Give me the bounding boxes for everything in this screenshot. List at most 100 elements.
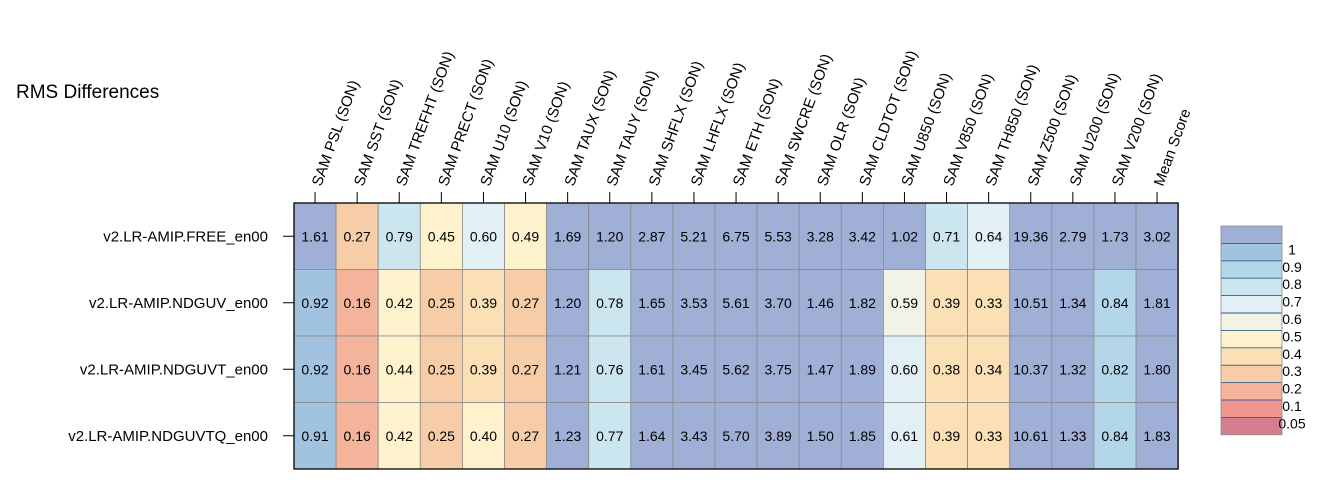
cell-value-label: 1.61 bbox=[301, 228, 328, 244]
colorbar-tick-label: 0.5 bbox=[1282, 328, 1302, 344]
heatmap-cell bbox=[756, 269, 800, 337]
heatmap-cell bbox=[756, 402, 800, 470]
heatmap-cell bbox=[630, 402, 674, 470]
row-label: v2.LR-AMIP.NDGUVT_en00 bbox=[80, 361, 268, 378]
cell-value-label: 3.42 bbox=[849, 228, 876, 244]
cell-value-label: 0.27 bbox=[512, 428, 539, 444]
heatmap-cell bbox=[588, 335, 632, 403]
heatmap-cell bbox=[335, 335, 379, 403]
heatmap-cell bbox=[840, 402, 884, 470]
heatmap-cell bbox=[798, 335, 842, 403]
cell-value-label: 5.70 bbox=[722, 428, 749, 444]
cell-value-label: 1.65 bbox=[638, 295, 665, 311]
heatmap-cell bbox=[293, 335, 337, 403]
heatmap-cell bbox=[883, 402, 926, 470]
colorbar-swatch bbox=[1221, 400, 1282, 418]
heatmap-cell bbox=[546, 202, 590, 270]
cell-value-label: 0.42 bbox=[386, 428, 413, 444]
heatmap-cell bbox=[798, 202, 842, 270]
colorbar-swatch bbox=[1221, 226, 1282, 244]
cell-value-label: 1.02 bbox=[891, 228, 918, 244]
cell-value-label: 0.27 bbox=[512, 295, 539, 311]
colorbar-tick-label: 0.7 bbox=[1282, 294, 1302, 310]
colorbar-tick-label: 0.2 bbox=[1282, 381, 1302, 397]
heatmap-cell bbox=[756, 202, 800, 270]
heatmap-cell bbox=[504, 269, 547, 337]
cell-value-label: 1.47 bbox=[807, 361, 834, 377]
heatmap-cell bbox=[925, 335, 968, 403]
heatmap-cell bbox=[588, 402, 632, 470]
cell-value-label: 2.79 bbox=[1059, 228, 1086, 244]
heatmap-cell bbox=[1135, 335, 1179, 403]
cell-value-label: 0.91 bbox=[301, 428, 328, 444]
heatmap-cell bbox=[1093, 269, 1137, 337]
cell-value-label: 1.33 bbox=[1059, 428, 1086, 444]
cell-value-label: 0.44 bbox=[386, 361, 413, 377]
colorbar-swatch bbox=[1221, 278, 1282, 296]
heatmap-cell bbox=[883, 269, 926, 337]
cell-value-label: 0.27 bbox=[512, 361, 539, 377]
cell-value-label: 1.85 bbox=[849, 428, 876, 444]
cell-value-label: 0.59 bbox=[891, 295, 918, 311]
column-label: Mean Score bbox=[1151, 107, 1195, 189]
heatmap-cell bbox=[419, 402, 463, 470]
row-label: v2.LR-AMIP.FREE_en00 bbox=[103, 228, 268, 245]
heatmap-cell bbox=[840, 269, 884, 337]
colorbar-swatch bbox=[1221, 295, 1282, 313]
row-label: v2.LR-AMIP.NDGUVTQ_en00 bbox=[68, 428, 268, 445]
cell-value-label: 0.39 bbox=[933, 428, 960, 444]
row-label: v2.LR-AMIP.NDGUV_en00 bbox=[89, 295, 268, 312]
cell-value-label: 3.89 bbox=[765, 428, 792, 444]
heatmap-cell bbox=[714, 202, 758, 270]
colorbar-tick-label: 0.4 bbox=[1282, 346, 1302, 362]
cell-value-label: 0.82 bbox=[1101, 361, 1128, 377]
colorbar-swatch bbox=[1221, 313, 1282, 331]
heatmap-cell bbox=[588, 269, 632, 337]
heatmap-cell bbox=[630, 335, 674, 403]
cell-value-label: 1.69 bbox=[554, 228, 581, 244]
cell-value-label: 5.21 bbox=[680, 228, 707, 244]
heatmap-cell bbox=[504, 202, 547, 270]
cell-value-label: 3.70 bbox=[765, 295, 792, 311]
cell-value-label: 1.46 bbox=[807, 295, 834, 311]
colorbar-swatch bbox=[1221, 417, 1282, 435]
heatmap-cell bbox=[672, 335, 716, 403]
cell-value-label: 0.92 bbox=[301, 295, 328, 311]
heatmap-cell bbox=[630, 202, 674, 270]
colorbar-swatch bbox=[1221, 243, 1282, 261]
cell-value-label: 1.81 bbox=[1143, 295, 1170, 311]
cell-value-label: 1.50 bbox=[807, 428, 834, 444]
heatmap-cell bbox=[967, 335, 1011, 403]
cell-value-label: 6.75 bbox=[722, 228, 749, 244]
cell-value-label: 0.34 bbox=[975, 361, 1002, 377]
cell-value-label: 0.77 bbox=[596, 428, 623, 444]
cell-value-label: 1.61 bbox=[638, 361, 665, 377]
colorbar-swatch bbox=[1221, 365, 1282, 383]
cell-value-label: 0.40 bbox=[470, 428, 497, 444]
cell-value-label: 1.80 bbox=[1143, 361, 1170, 377]
cell-value-label: 1.82 bbox=[849, 295, 876, 311]
cell-value-label: 0.78 bbox=[596, 295, 623, 311]
colorbar-swatch bbox=[1221, 330, 1282, 348]
cell-value-label: 0.60 bbox=[891, 361, 918, 377]
cell-value-label: 1.32 bbox=[1059, 361, 1086, 377]
cell-value-label: 0.71 bbox=[933, 228, 960, 244]
colorbar-tick-label: 0.1 bbox=[1282, 398, 1302, 414]
heatmap-cell bbox=[798, 402, 842, 470]
cell-value-label: 1.64 bbox=[638, 428, 665, 444]
cell-value-label: 0.39 bbox=[470, 361, 497, 377]
cell-value-label: 1.89 bbox=[849, 361, 876, 377]
cell-value-label: 0.84 bbox=[1101, 295, 1128, 311]
heatmap-cell bbox=[504, 402, 547, 470]
cell-value-label: 3.45 bbox=[680, 361, 707, 377]
cell-value-label: 10.61 bbox=[1013, 428, 1048, 444]
heatmap-cell bbox=[504, 335, 547, 403]
colorbar-frame bbox=[1220, 225, 1283, 436]
cell-value-label: 1.23 bbox=[554, 428, 581, 444]
heatmap-cell bbox=[1051, 335, 1095, 403]
cell-value-label: 3.02 bbox=[1143, 228, 1170, 244]
heatmap-cell bbox=[335, 402, 379, 470]
cell-value-label: 0.45 bbox=[428, 228, 455, 244]
cell-value-label: 0.16 bbox=[344, 361, 371, 377]
cell-value-label: 0.25 bbox=[428, 428, 455, 444]
